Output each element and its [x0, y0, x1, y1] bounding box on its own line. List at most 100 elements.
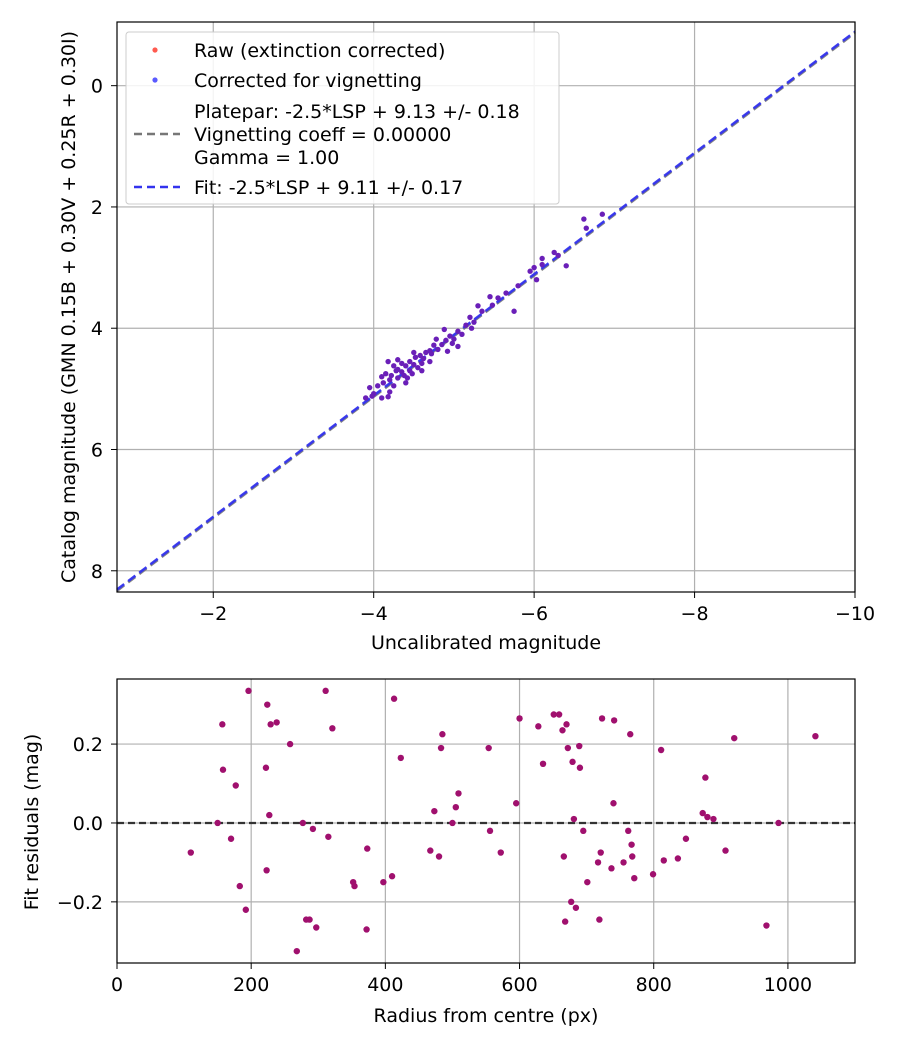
- data-point: [375, 383, 381, 389]
- top-y-tick-label: 6: [91, 440, 103, 462]
- residual-point: [266, 811, 273, 819]
- residual-point: [722, 847, 729, 854]
- residual-point: [245, 687, 252, 695]
- data-point: [431, 342, 437, 348]
- legend-raw-marker: [152, 47, 158, 53]
- bottom-x-tick-label: 200: [233, 974, 269, 996]
- bottom-x-tick-label: 0: [111, 974, 123, 996]
- residual-point: [570, 815, 578, 823]
- residual-point: [631, 874, 638, 882]
- top-plot-x-ticks: −2 −4 −6 −8 −10: [199, 592, 875, 625]
- data-point: [495, 295, 501, 301]
- top-plot-points: [362, 211, 606, 401]
- residual-point: [625, 827, 632, 835]
- data-point: [533, 277, 540, 283]
- residual-point: [610, 717, 618, 724]
- residual-point: [236, 882, 243, 890]
- data-point: [387, 377, 393, 383]
- residual-point: [597, 849, 604, 856]
- bottom-x-tick-label: 600: [501, 974, 537, 996]
- bottom-y-tick-label: 0.2: [73, 734, 103, 756]
- residual-point: [657, 746, 665, 754]
- top-x-tick-label: −4: [360, 603, 388, 625]
- data-point: [451, 336, 457, 342]
- data-point: [399, 360, 405, 367]
- top-y-tick-label: 4: [91, 318, 103, 340]
- data-point: [468, 325, 475, 331]
- data-point: [551, 249, 557, 256]
- data-point: [539, 255, 545, 262]
- data-point: [539, 261, 545, 268]
- data-point: [479, 308, 485, 314]
- data-point: [441, 326, 447, 333]
- data-point: [391, 383, 397, 389]
- data-point: [383, 371, 389, 377]
- residual-point: [516, 715, 523, 722]
- data-point: [449, 340, 456, 347]
- residual-point: [322, 687, 329, 695]
- residual-point: [431, 807, 438, 815]
- data-point: [419, 367, 425, 374]
- residual-point: [325, 833, 332, 840]
- data-point: [455, 328, 461, 334]
- bottom-x-tick-label: 400: [367, 974, 403, 996]
- residual-point: [627, 731, 634, 738]
- bottom-x-tick-label: 800: [636, 974, 672, 996]
- data-point: [380, 380, 387, 386]
- data-point: [417, 352, 423, 359]
- residual-point: [286, 740, 294, 748]
- legend-corrected-label: Corrected for vignetting: [194, 70, 422, 92]
- legend-fit-label: Fit: -2.5*LSP + 9.11 +/- 0.17: [194, 177, 463, 199]
- residual-point: [313, 924, 320, 931]
- residual-point: [299, 819, 307, 827]
- residual-point: [329, 725, 336, 732]
- residual-point: [629, 853, 636, 860]
- residual-point: [568, 898, 575, 906]
- data-point: [459, 331, 465, 337]
- residual-point: [550, 711, 557, 718]
- data-point: [435, 346, 441, 353]
- residual-point: [649, 871, 657, 878]
- residual-point: [263, 867, 270, 874]
- residual-point: [596, 916, 603, 923]
- legend-platepar-label: Platepar: -2.5*LSP + 9.13 +/- 0.18 Vignet…: [194, 101, 520, 169]
- data-point: [447, 333, 453, 339]
- bottom-plot-frame: [116, 678, 856, 964]
- residual-point: [576, 742, 583, 750]
- data-point: [407, 358, 413, 365]
- residual-point: [435, 853, 443, 860]
- residual-point: [427, 847, 434, 854]
- residual-point: [572, 904, 580, 911]
- residual-point: [704, 813, 711, 821]
- data-point: [403, 363, 409, 369]
- data-point: [471, 319, 477, 325]
- bottom-plot-y-ticks: −0.2 0.0 0.2: [57, 734, 117, 914]
- residual-point: [563, 721, 570, 728]
- data-point: [395, 366, 401, 373]
- data-point: [581, 216, 587, 222]
- top-x-tick-label: −10: [835, 603, 875, 625]
- data-point: [369, 393, 375, 399]
- data-point: [583, 225, 589, 231]
- residual-point: [219, 766, 227, 773]
- top-x-tick-label: −2: [199, 603, 227, 625]
- bottom-y-tick-label: 0.0: [73, 813, 103, 835]
- residual-point: [594, 859, 602, 866]
- data-point: [439, 341, 445, 348]
- top-y-tick-label: 8: [91, 561, 103, 583]
- data-point: [415, 364, 421, 371]
- bottom-x-tick-label: 1000: [764, 974, 812, 996]
- residual-point: [264, 701, 271, 708]
- data-point: [511, 308, 517, 314]
- residual-point: [561, 918, 569, 925]
- data-point: [489, 302, 496, 308]
- residual-point: [390, 695, 398, 702]
- data-point: [395, 375, 401, 381]
- data-point: [515, 283, 521, 289]
- data-point: [391, 363, 397, 369]
- residual-point: [187, 849, 194, 856]
- data-point: [385, 394, 391, 400]
- top-plot-frame: [116, 21, 856, 593]
- residual-point: [273, 719, 280, 726]
- data-point: [388, 372, 395, 379]
